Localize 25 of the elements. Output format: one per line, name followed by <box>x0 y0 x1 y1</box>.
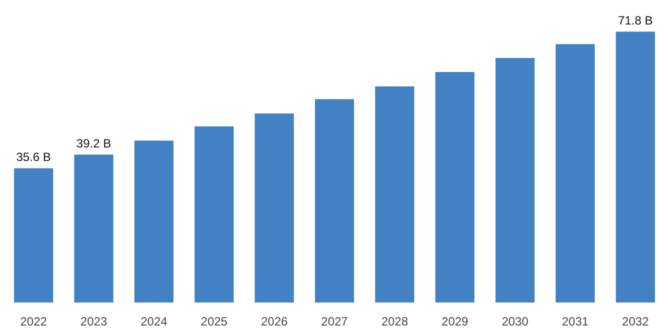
bar <box>134 140 174 302</box>
x-tick-label: 2024 <box>140 314 168 328</box>
x-tick-label: 2028 <box>381 314 408 328</box>
data-label: 39.2 B <box>76 136 112 151</box>
x-tick-label: 2030 <box>502 314 529 328</box>
x-tick-label: 2032 <box>622 314 650 328</box>
bar <box>74 154 114 302</box>
bar <box>14 168 54 302</box>
bar <box>495 58 535 302</box>
x-tick-label: 2025 <box>200 314 228 328</box>
bar <box>556 44 595 302</box>
x-tick-label: 2022 <box>20 314 48 328</box>
x-tick-label: 2027 <box>321 314 348 328</box>
bar <box>375 86 414 302</box>
bar <box>435 72 474 302</box>
data-label: 71.8 B <box>618 14 653 28</box>
x-tick-label: 2026 <box>260 314 288 328</box>
x-tick-label: 2029 <box>442 314 469 328</box>
bar <box>194 126 234 302</box>
x-tick-label: 2031 <box>562 314 589 328</box>
bar <box>616 32 655 302</box>
data-label: 35.6 B <box>16 150 51 164</box>
bar <box>314 99 354 302</box>
x-tick-label: 2023 <box>80 314 108 328</box>
bar <box>254 114 294 302</box>
